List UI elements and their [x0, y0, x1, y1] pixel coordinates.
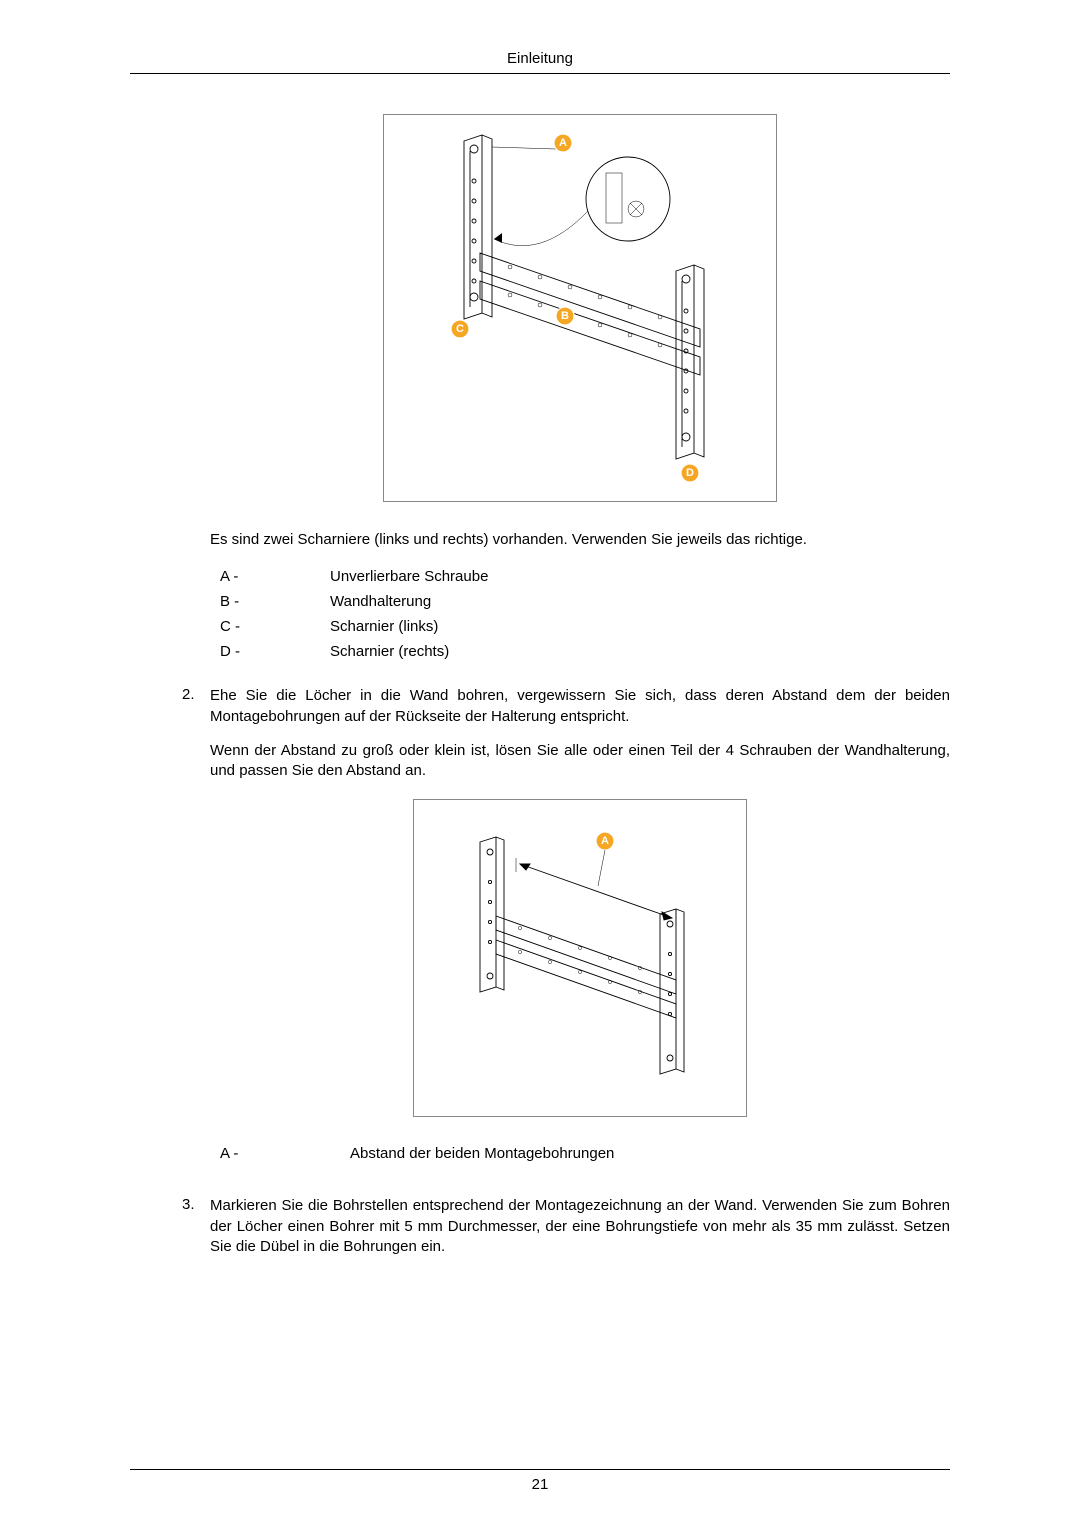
step-2-text-1: Ehe Sie die Löcher in die Wand bohren, v…: [210, 686, 950, 727]
step-3-text: Markieren Sie die Bohrstellen entspreche…: [210, 1196, 950, 1257]
header-section-title: Einleitung: [130, 50, 950, 74]
step-3: 3. Markieren Sie die Bohrstellen entspre…: [182, 1196, 950, 1257]
legend-1: A - Unverlierbare Schraube B - Wandhalte…: [220, 568, 950, 660]
svg-text:D: D: [686, 467, 694, 479]
svg-text:A: A: [601, 835, 609, 847]
legend-value: Abstand der beiden Montagebohrungen: [350, 1145, 950, 1162]
legend-value: Wandhalterung: [330, 593, 950, 610]
step-2: 2. Ehe Sie die Löcher in die Wand bohren…: [182, 686, 950, 785]
svg-text:B: B: [561, 310, 569, 322]
legend-2: A - Abstand der beiden Montagebohrungen: [220, 1145, 950, 1162]
figure-2-svg: A: [420, 806, 740, 1106]
figure-2: A: [413, 799, 747, 1117]
step-2-text-2: Wenn der Abstand zu groß oder klein ist,…: [210, 741, 950, 782]
svg-text:A: A: [559, 137, 567, 149]
page-number: 21: [532, 1476, 549, 1493]
legend-row: A - Unverlierbare Schraube: [220, 568, 950, 585]
legend-row: C - Scharnier (links): [220, 618, 950, 635]
step-number: 3.: [182, 1196, 210, 1257]
legend-key: A -: [220, 1145, 350, 1162]
legend-value: Scharnier (links): [330, 618, 950, 635]
legend-row: A - Abstand der beiden Montagebohrungen: [220, 1145, 950, 1162]
legend-row: B - Wandhalterung: [220, 593, 950, 610]
step-number: 2.: [182, 686, 210, 785]
legend-value: Unverlierbare Schraube: [330, 568, 950, 585]
legend-key: D -: [220, 643, 330, 660]
figure-1-container: A B C D: [210, 114, 950, 502]
legend-key: A -: [220, 568, 330, 585]
svg-text:C: C: [456, 323, 464, 335]
para-hinge-note: Es sind zwei Scharniere (links und recht…: [210, 530, 950, 550]
legend-key: B -: [220, 593, 330, 610]
legend-key: C -: [220, 618, 330, 635]
figure-1: A B C D: [383, 114, 777, 502]
figure-2-container: A: [210, 799, 950, 1117]
legend-row: D - Scharnier (rechts): [220, 643, 950, 660]
legend-value: Scharnier (rechts): [330, 643, 950, 660]
figure-1-svg: A B C D: [390, 121, 770, 491]
page-footer: 21: [130, 1469, 950, 1493]
